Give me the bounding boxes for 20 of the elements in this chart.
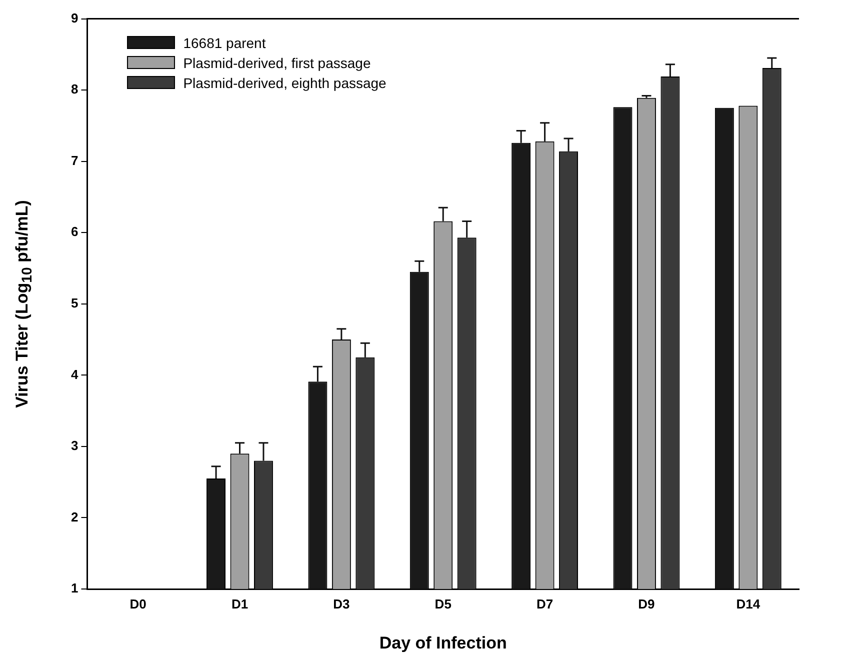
y-tick-label: 5 — [70, 295, 78, 310]
legend-label: 16681 parent — [183, 34, 266, 51]
y-tick-label: 1 — [70, 580, 78, 596]
legend-label: Plasmid-derived, eighth passage — [183, 74, 386, 91]
x-tick-label: D0 — [130, 596, 146, 612]
x-tick-label: D9 — [638, 596, 655, 612]
y-tick-label: 8 — [70, 82, 78, 97]
y-tick-label: 2 — [70, 509, 78, 524]
y-tick-label: 9 — [70, 10, 78, 26]
y-tick-label: 4 — [70, 366, 79, 382]
legend-label: Plasmid-derived, first passage — [183, 54, 371, 71]
x-axis-title: Day of Infection — [379, 633, 507, 652]
y-tick-label: 7 — [70, 152, 78, 168]
y-tick-label: 3 — [70, 438, 78, 454]
x-tick-label: D14 — [736, 596, 761, 612]
y-tick-label: 6 — [70, 224, 78, 240]
x-tick-label: D3 — [333, 596, 350, 612]
x-tick-label: D5 — [434, 596, 452, 612]
x-tick-label: D1 — [231, 596, 248, 612]
x-tick-label: D7 — [536, 596, 554, 612]
